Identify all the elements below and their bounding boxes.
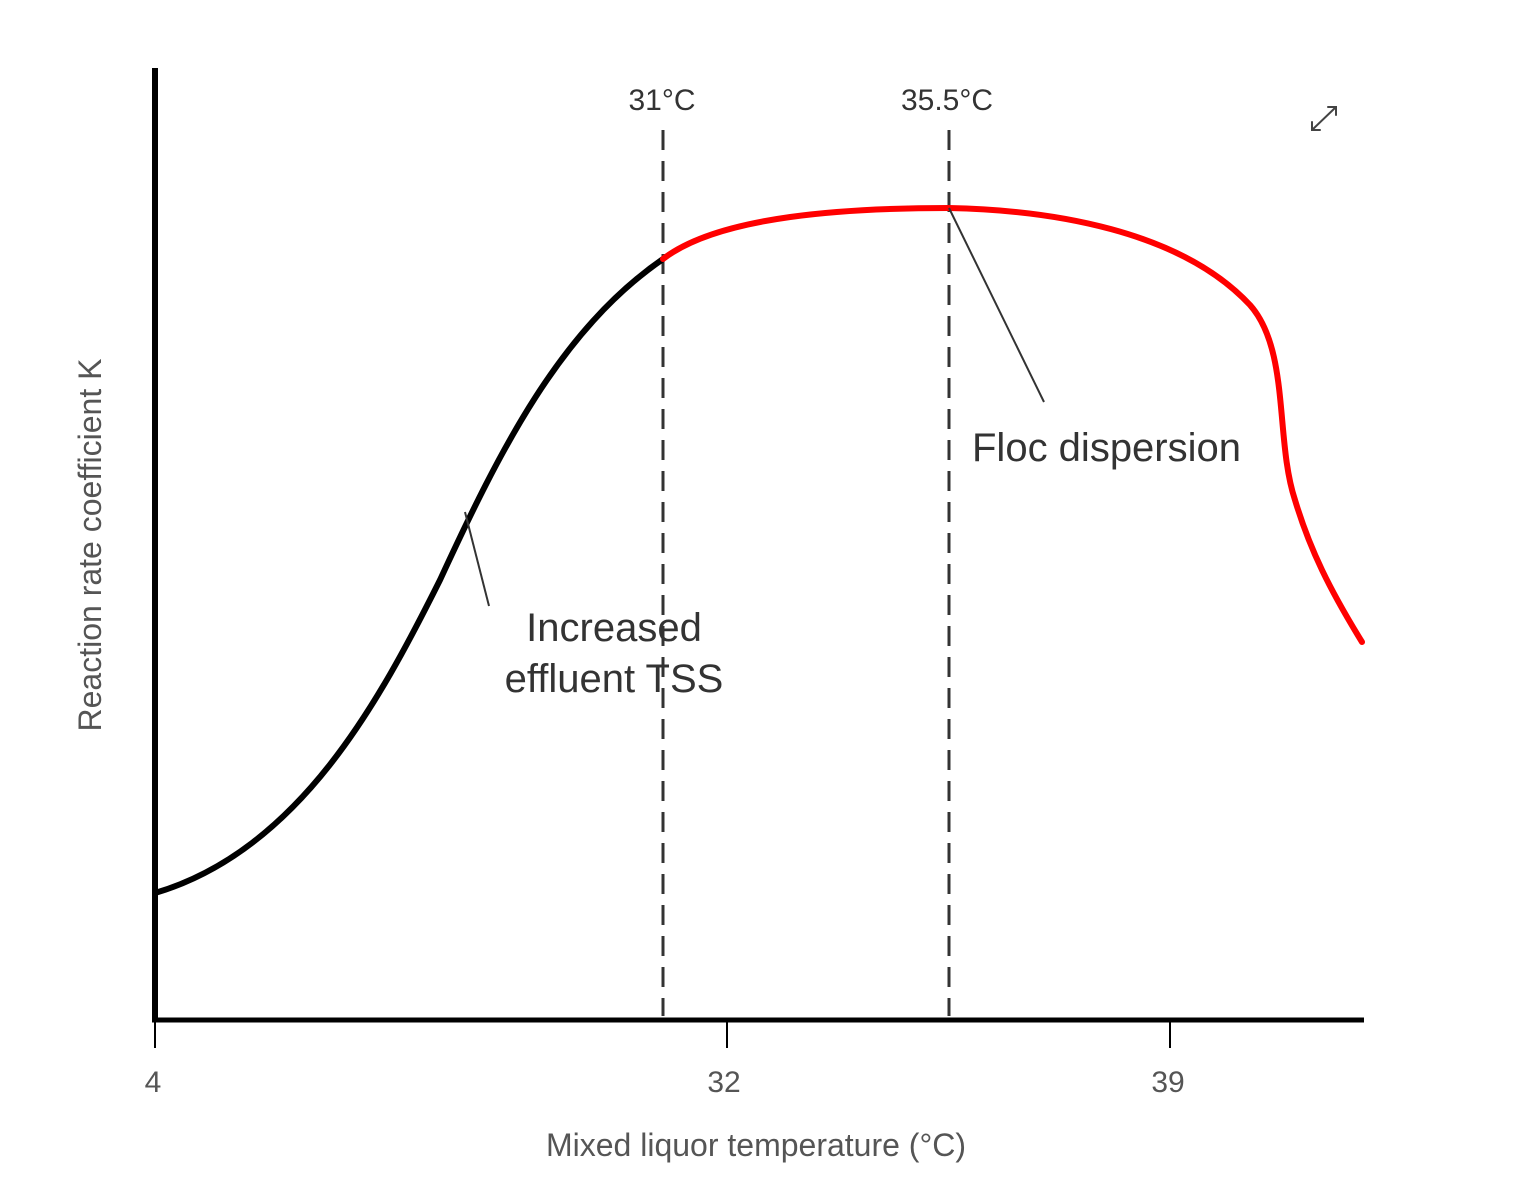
expand-arrows-icon[interactable] (1311, 106, 1337, 131)
series-line-black (152, 256, 666, 896)
annotation-leader-floc (948, 207, 1045, 403)
x-tick-label: 39 (1151, 1066, 1184, 1099)
reference-line-label: 35.5°C (901, 84, 993, 117)
reference-line-label: 31°C (628, 84, 695, 117)
annotation-tss-line1: Increased (526, 606, 702, 650)
x-tick-label: 32 (707, 1066, 740, 1099)
x-axis-title: Mixed liquor temperature (°C) (546, 1127, 966, 1163)
x-tick-label: 4 (145, 1066, 162, 1099)
annotation-leader-tss (464, 511, 490, 607)
series-line-red (660, 204, 1365, 645)
annotation-floc: Floc dispersion (972, 426, 1241, 470)
y-axis-title: Reaction rate coefficient K (72, 359, 108, 732)
annotation-tss-line2: effluent TSS (505, 657, 724, 701)
